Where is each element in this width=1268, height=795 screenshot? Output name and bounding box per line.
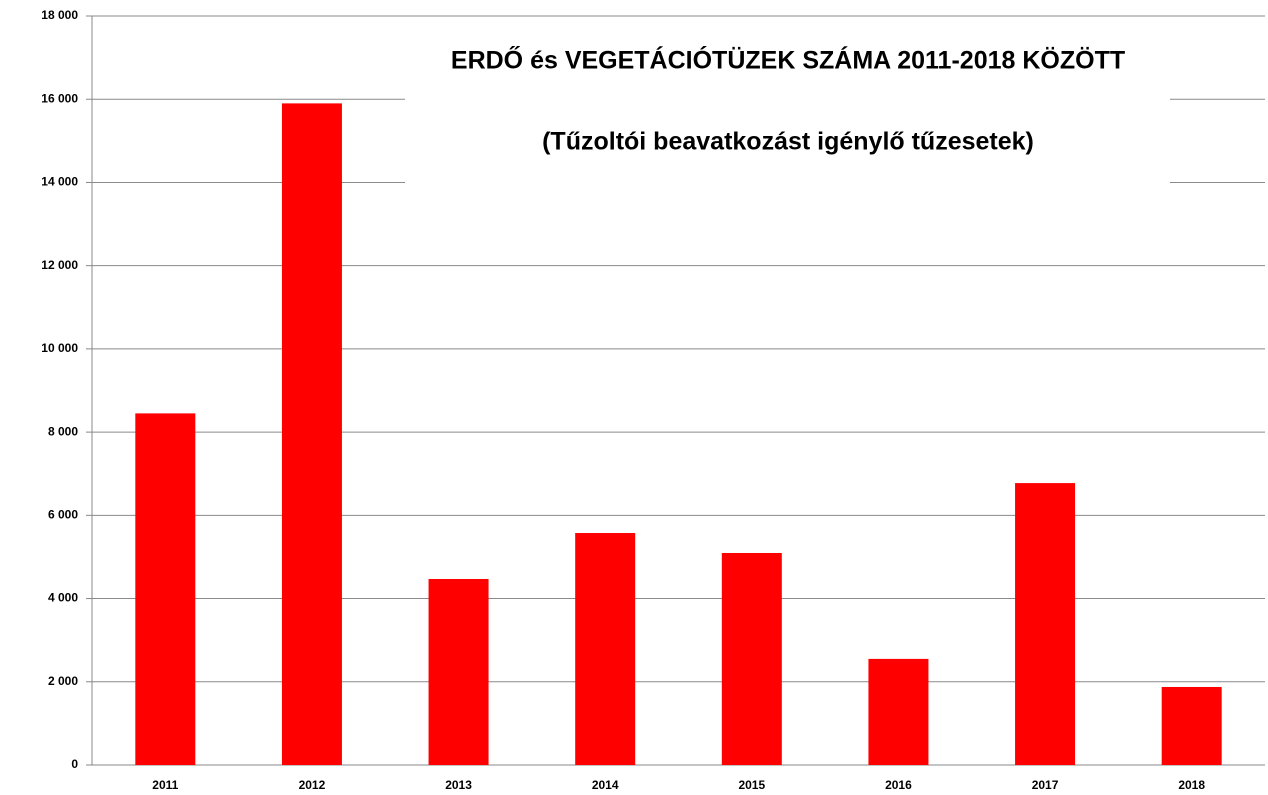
bar (575, 533, 636, 765)
x-tick-label: 2015 (738, 778, 765, 792)
x-tick-label: 2017 (1032, 778, 1059, 792)
y-tick-label: 10 000 (41, 341, 78, 355)
bar (281, 103, 342, 766)
x-tick-label: 2012 (299, 778, 326, 792)
y-tick-label: 0 (71, 757, 78, 771)
y-tick-label: 16 000 (41, 91, 78, 105)
x-tick-label: 2013 (445, 778, 472, 792)
bar (868, 658, 929, 765)
marks (135, 103, 1222, 766)
y-tick-label: 14 000 (41, 175, 78, 189)
bar (1161, 686, 1222, 765)
x-tick-label: 2018 (1178, 778, 1205, 792)
bar (428, 578, 489, 765)
x-tick-label: 2014 (592, 778, 619, 792)
y-tick-label: 8 000 (48, 424, 78, 438)
bar (1015, 483, 1076, 765)
chart-title: ERDŐ és VEGETÁCIÓTÜZEK SZÁMA 2011-2018 K… (451, 45, 1125, 75)
y-tick-label: 18 000 (41, 8, 78, 22)
x-tick-label: 2011 (152, 778, 178, 792)
bar (135, 413, 196, 765)
bar (721, 552, 782, 765)
y-tick-label: 4 000 (48, 591, 78, 605)
title-box (405, 30, 1170, 185)
chart-subtitle: (Tűzoltói beavatkozást igénylő tűzesetek… (542, 128, 1034, 156)
y-tick-label: 6 000 (48, 508, 78, 522)
y-tick-label: 12 000 (41, 258, 78, 272)
x-tick-label: 2016 (885, 778, 912, 792)
y-tick-label: 2 000 (48, 674, 78, 688)
